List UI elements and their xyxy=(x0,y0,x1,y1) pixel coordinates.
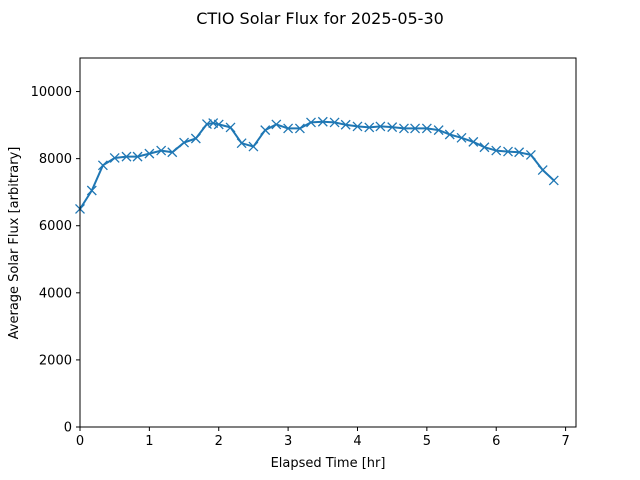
x-axis-label: Elapsed Time [hr] xyxy=(271,456,386,471)
data-point-marker xyxy=(271,119,282,130)
y-tick-label: 6000 xyxy=(39,219,72,234)
data-point-marker xyxy=(213,119,224,130)
x-tick-label: 4 xyxy=(353,434,361,449)
chart-title: CTIO Solar Flux for 2025-05-30 xyxy=(196,9,444,28)
data-point-marker xyxy=(179,137,190,148)
y-tick-label: 0 xyxy=(64,421,72,436)
x-tick-label: 1 xyxy=(145,434,153,449)
axes-frame xyxy=(79,57,577,428)
x-tick-label: 6 xyxy=(492,434,500,449)
data-point-marker xyxy=(86,185,97,196)
data-point-marker xyxy=(479,142,490,153)
data-point-marker xyxy=(329,117,340,128)
data-point-marker xyxy=(190,133,201,144)
data-point-marker xyxy=(352,121,363,132)
data-point-marker xyxy=(248,141,259,152)
data-point-marker xyxy=(548,175,559,186)
data-point-marker xyxy=(260,125,271,136)
data-point-marker xyxy=(468,136,479,147)
y-tick-label: 4000 xyxy=(39,286,72,301)
data-point-marker xyxy=(144,148,155,159)
data-point-marker xyxy=(225,122,236,133)
data-point-marker xyxy=(283,123,294,134)
y-tick-label: 10000 xyxy=(31,85,72,100)
data-point-marker xyxy=(410,123,421,134)
data-point-marker xyxy=(399,123,409,134)
data-point-marker xyxy=(456,132,467,143)
x-tick-label: 5 xyxy=(423,434,431,449)
data-point-marker xyxy=(421,123,432,134)
data-point-marker xyxy=(109,153,120,163)
x-tick-label: 0 xyxy=(76,434,84,449)
data-point-marker xyxy=(525,149,536,160)
data-point-marker xyxy=(375,121,386,132)
data-point-marker xyxy=(491,145,502,156)
plot-area: 0 1 2 3 4 5 6 7 0 2000 4000 6000 8000 10000 xyxy=(31,57,577,449)
y-axis-label: Average Solar Flux [arbitrary] xyxy=(7,147,22,340)
y-tick-label: 2000 xyxy=(39,353,72,368)
x-tick-label: 2 xyxy=(215,434,223,449)
data-point-marker xyxy=(317,116,328,127)
data-point-marker xyxy=(387,122,398,133)
data-point-marker xyxy=(433,125,444,136)
data-point-marker xyxy=(537,165,548,176)
data-point-marker xyxy=(503,146,513,157)
y-tick-label: 8000 xyxy=(39,152,72,167)
x-tick-label: 3 xyxy=(284,434,292,449)
data-point-marker xyxy=(514,147,525,158)
x-tick-label: 7 xyxy=(561,434,569,449)
data-point-marker xyxy=(340,119,351,130)
data-point-marker xyxy=(294,123,305,134)
data-point-marker xyxy=(364,122,375,133)
data-point-marker xyxy=(236,138,247,149)
data-point-marker xyxy=(167,147,178,158)
data-point-marker xyxy=(97,160,108,171)
data-point-marker xyxy=(306,117,316,128)
data-point-marker xyxy=(121,151,132,162)
data-point-marker xyxy=(156,145,167,156)
data-point-marker xyxy=(132,151,143,162)
data-point-marker xyxy=(444,129,455,140)
